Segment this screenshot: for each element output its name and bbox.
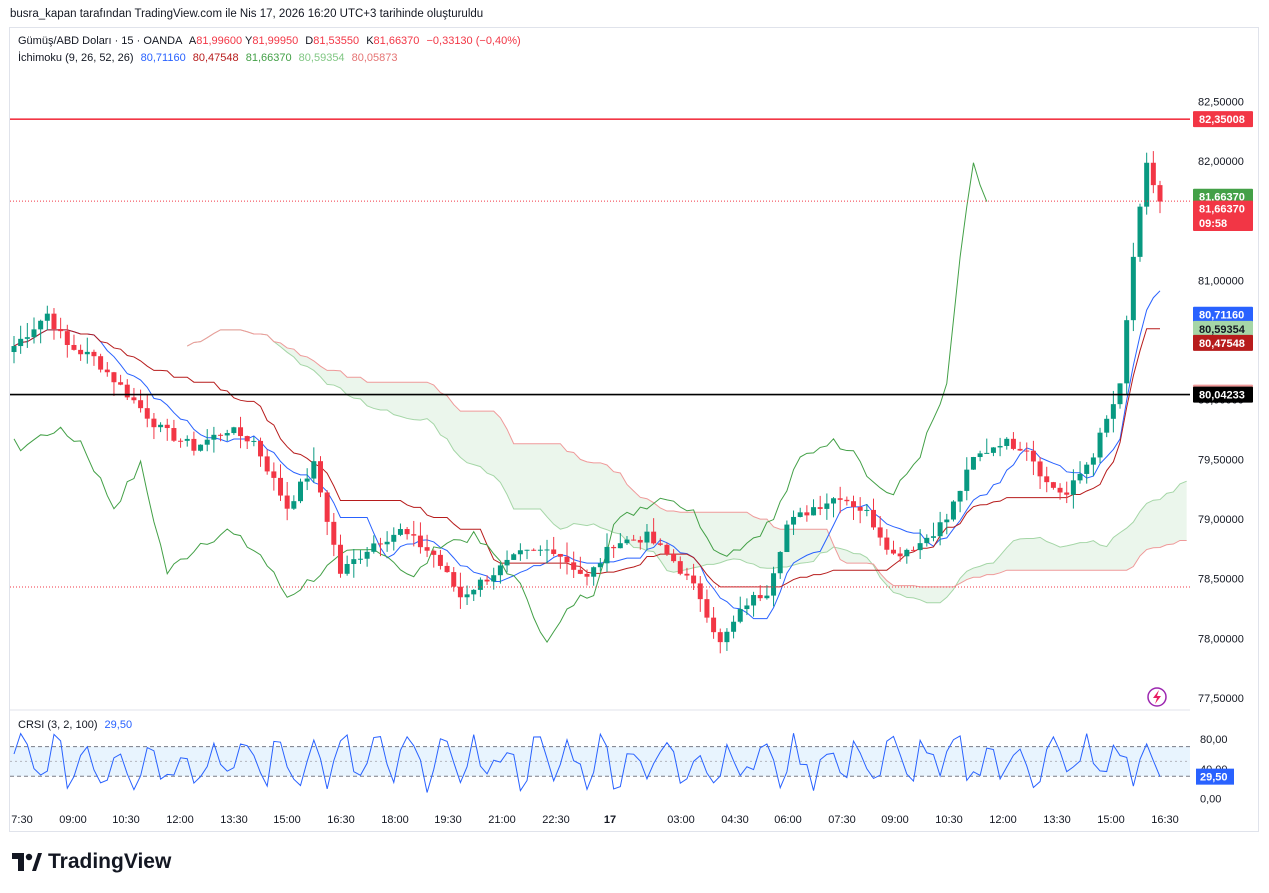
low-value: 81,53550 xyxy=(313,35,360,47)
tradingview-logo-icon xyxy=(12,853,42,871)
close-value: 81,66370 xyxy=(373,35,420,47)
open-value: 81,99600 xyxy=(196,35,243,47)
crsi-legend: CRSI (3, 2, 100) 29,50 xyxy=(18,719,136,731)
ichimoku-legend: İchimoku (9, 26, 52, 26) 80,71160 80,475… xyxy=(18,52,402,64)
ichimoku-label[interactable]: İchimoku (9, 26, 52, 26) xyxy=(18,52,134,64)
ichimoku-tenkan-value: 80,71160 xyxy=(140,52,186,64)
symbol-legend: Gümüş/ABD Doları · 15 · OANDA A81,99600 … xyxy=(18,35,521,47)
chart-frame xyxy=(9,27,1259,832)
tradingview-logo[interactable]: TradingView xyxy=(12,850,171,874)
high-value: 81,99950 xyxy=(252,35,299,47)
ichimoku-chikou-value: 81,66370 xyxy=(245,52,292,64)
ichimoku-spanb-value: 80,05873 xyxy=(351,52,398,64)
ichimoku-kijun-value: 80,47548 xyxy=(192,52,239,64)
change-value: −0,33130 (−0,40%) xyxy=(426,35,521,47)
ichimoku-spana-value: 80,59354 xyxy=(298,52,345,64)
crsi-label[interactable]: CRSI (3, 2, 100) xyxy=(18,719,98,731)
chart-attribution: busra_kapan tarafından TradingView.com i… xyxy=(10,8,484,20)
symbol-name[interactable]: Gümüş/ABD Doları · 15 · OANDA xyxy=(18,35,183,47)
crsi-value: 29,50 xyxy=(104,719,133,731)
